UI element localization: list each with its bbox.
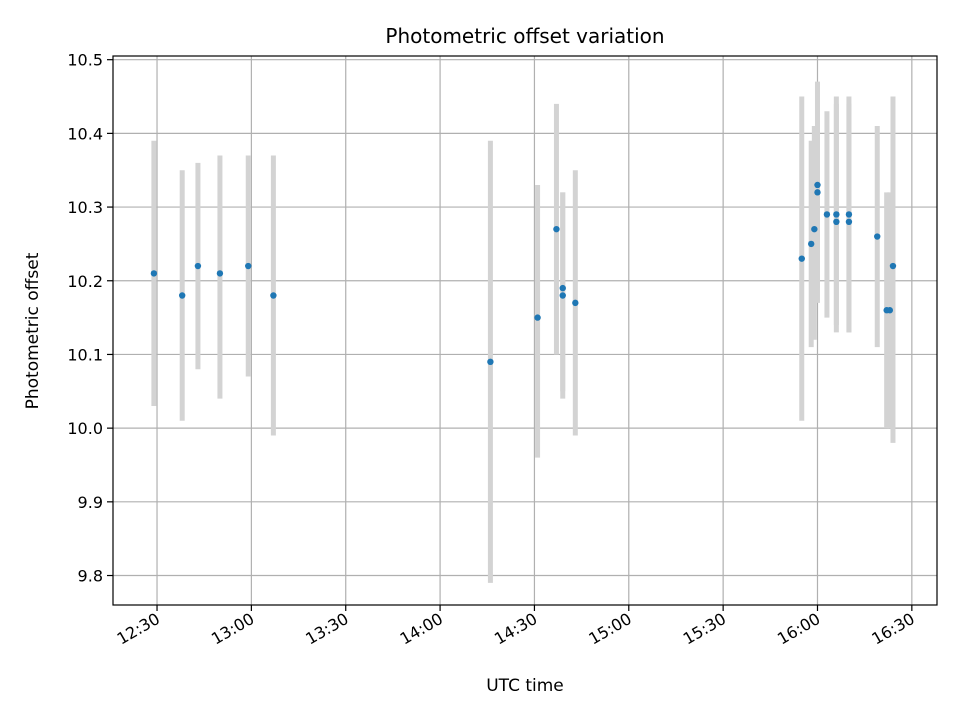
- y-tick-label: 10.0: [67, 419, 103, 438]
- data-point: [833, 218, 840, 226]
- x-axis-ticks: 12:30 13:00 13:30 14:00 14:30 15:00 15:30 16:00…: [114, 605, 918, 649]
- data-point: [572, 299, 579, 307]
- x-tick-label: 12:30: [114, 609, 163, 649]
- data-point: [534, 314, 541, 321]
- data-point: [798, 255, 805, 262]
- data-point: [811, 225, 818, 233]
- y-tick-label: 10.5: [67, 51, 103, 70]
- data-point: [487, 358, 494, 366]
- y-tick-label: 10.3: [67, 198, 103, 217]
- data-point: [823, 211, 831, 218]
- y-tick-label: 10.1: [67, 345, 103, 364]
- data-point: [150, 270, 158, 277]
- x-axis-label: UTC time: [486, 676, 564, 696]
- y-tick-label: 10.2: [67, 272, 103, 291]
- data-point: [886, 307, 894, 314]
- x-tick-label: 13:30: [302, 609, 351, 649]
- data-point: [559, 292, 566, 299]
- data-point: [814, 181, 821, 189]
- x-tick-label: 13:00: [208, 609, 257, 649]
- data-point: [833, 211, 840, 218]
- x-tick-label: 16:30: [868, 609, 917, 649]
- x-tick-label: 15:30: [680, 609, 729, 649]
- data-point: [178, 292, 186, 299]
- data-point: [216, 270, 224, 277]
- x-tick-label: 16:00: [774, 609, 823, 649]
- data-point: [245, 262, 252, 270]
- y-axis-ticks: 9.8 9.9 10.0 10.1 10.2 10.3 10.4 10.5: [67, 51, 113, 586]
- data-point: [194, 262, 202, 270]
- y-axis-label: Photometric offset: [23, 252, 43, 409]
- y-tick-label: 9.9: [78, 493, 103, 512]
- data-point: [814, 189, 821, 196]
- x-tick-label: 15:00: [585, 609, 634, 649]
- data-point: [874, 233, 881, 240]
- y-tick-label: 9.8: [78, 567, 103, 586]
- data-point: [845, 211, 853, 218]
- data-point: [845, 218, 853, 226]
- error-bars: [151, 81, 896, 583]
- data-point: [807, 240, 815, 248]
- data-point: [553, 225, 560, 233]
- y-tick-label: 10.4: [67, 124, 103, 143]
- chart-title: Photometric offset variation: [385, 24, 664, 48]
- data-point: [889, 262, 897, 270]
- data-point: [270, 292, 277, 299]
- x-tick-label: 14:30: [491, 609, 540, 649]
- data-points: [150, 181, 897, 366]
- plot-area-frame: [112, 55, 938, 606]
- x-tick-label: 14:00: [397, 609, 446, 649]
- data-point: [559, 284, 566, 292]
